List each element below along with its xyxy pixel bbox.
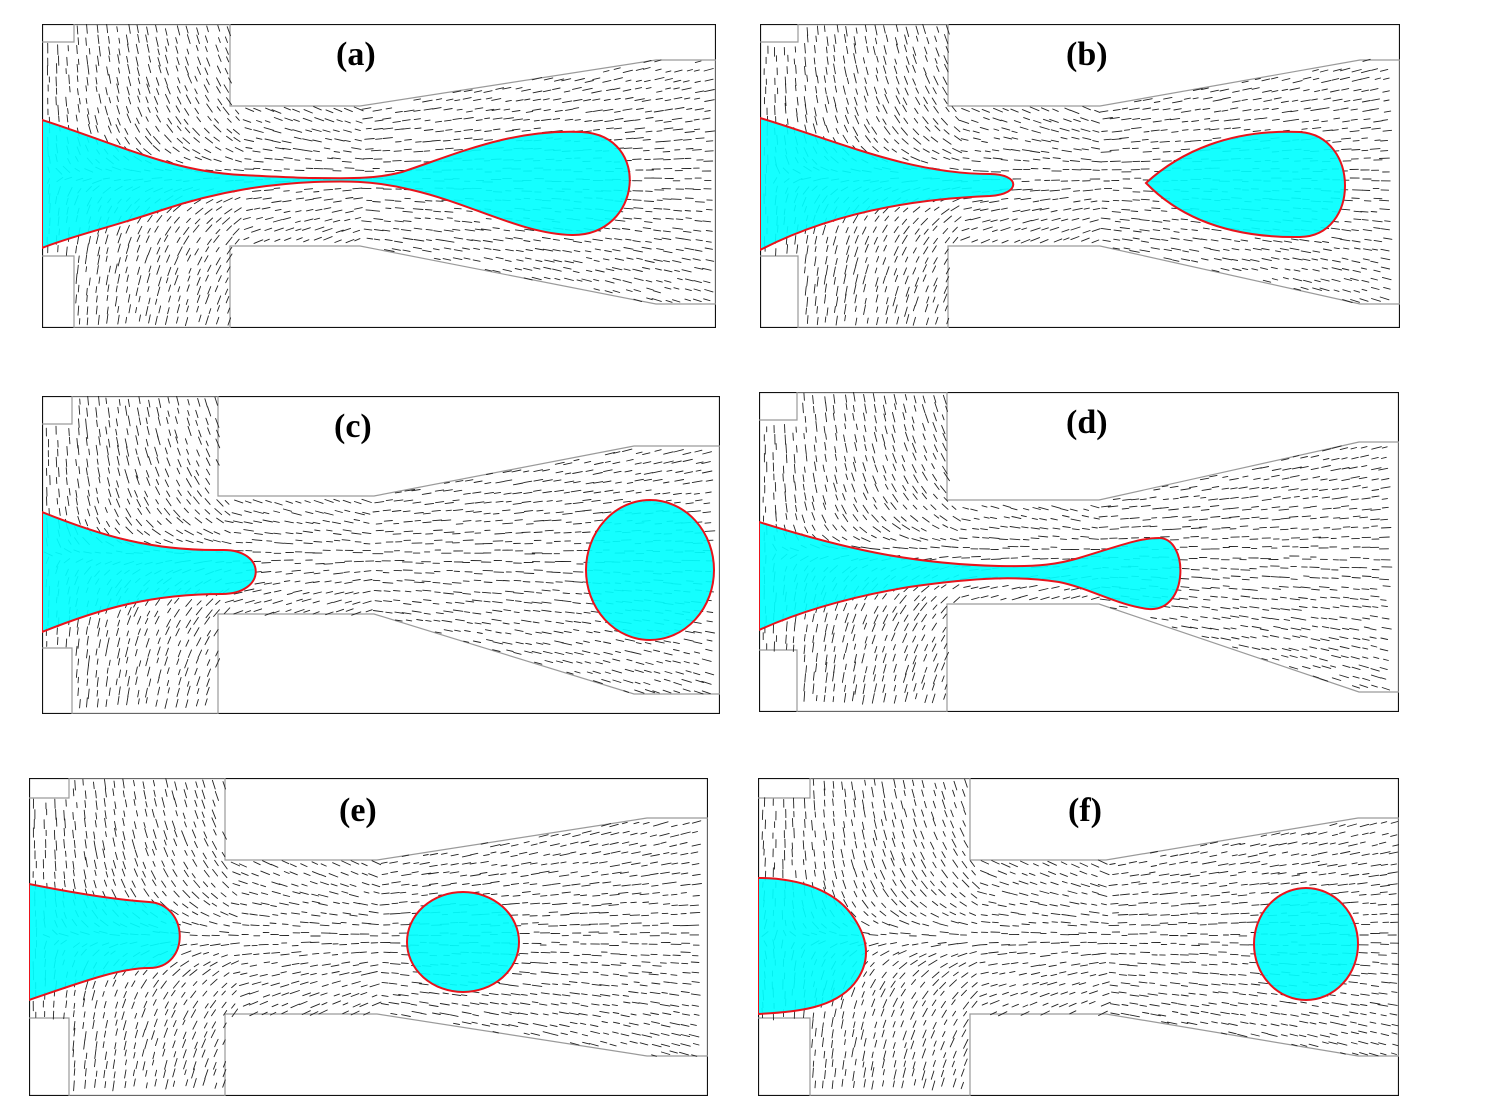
dispersed-phase-thread [758,876,867,1016]
droplet-pinch-off-icon [42,24,716,328]
dispersed-phase-thread [29,882,181,1002]
droplet-pinch-off-icon [758,778,1399,1096]
panel-f: (f) [758,778,1399,1096]
panel-label: (e) [339,792,377,829]
panel-label: (b) [1066,36,1108,73]
panel-e: (e) [29,778,708,1096]
velocity-field [46,24,716,327]
panel-d: (d) [759,392,1399,712]
droplet-pinch-off-icon [759,392,1399,712]
panel-label: (a) [336,36,376,73]
droplet-pinch-off-icon [42,396,720,714]
dispersed-phase-thread [42,118,631,250]
detached-droplet [406,891,520,993]
panel-label: (d) [1066,404,1108,441]
dispersed-phase-thread [42,510,257,634]
panel-label: (c) [334,408,372,445]
detached-droplet [585,499,715,641]
panel-a: (a) [42,24,716,328]
dispersed-phase-thread [759,520,1182,632]
panel-label: (f) [1068,792,1102,829]
panel-b: (b) [760,24,1400,328]
dispersed-phase-thread [760,116,1346,252]
panel-c: (c) [42,396,720,714]
droplet-pinch-off-icon [760,24,1400,328]
droplet-pinch-off-icon [29,778,708,1096]
detached-droplet [1253,887,1359,1001]
velocity-field [762,392,1393,705]
